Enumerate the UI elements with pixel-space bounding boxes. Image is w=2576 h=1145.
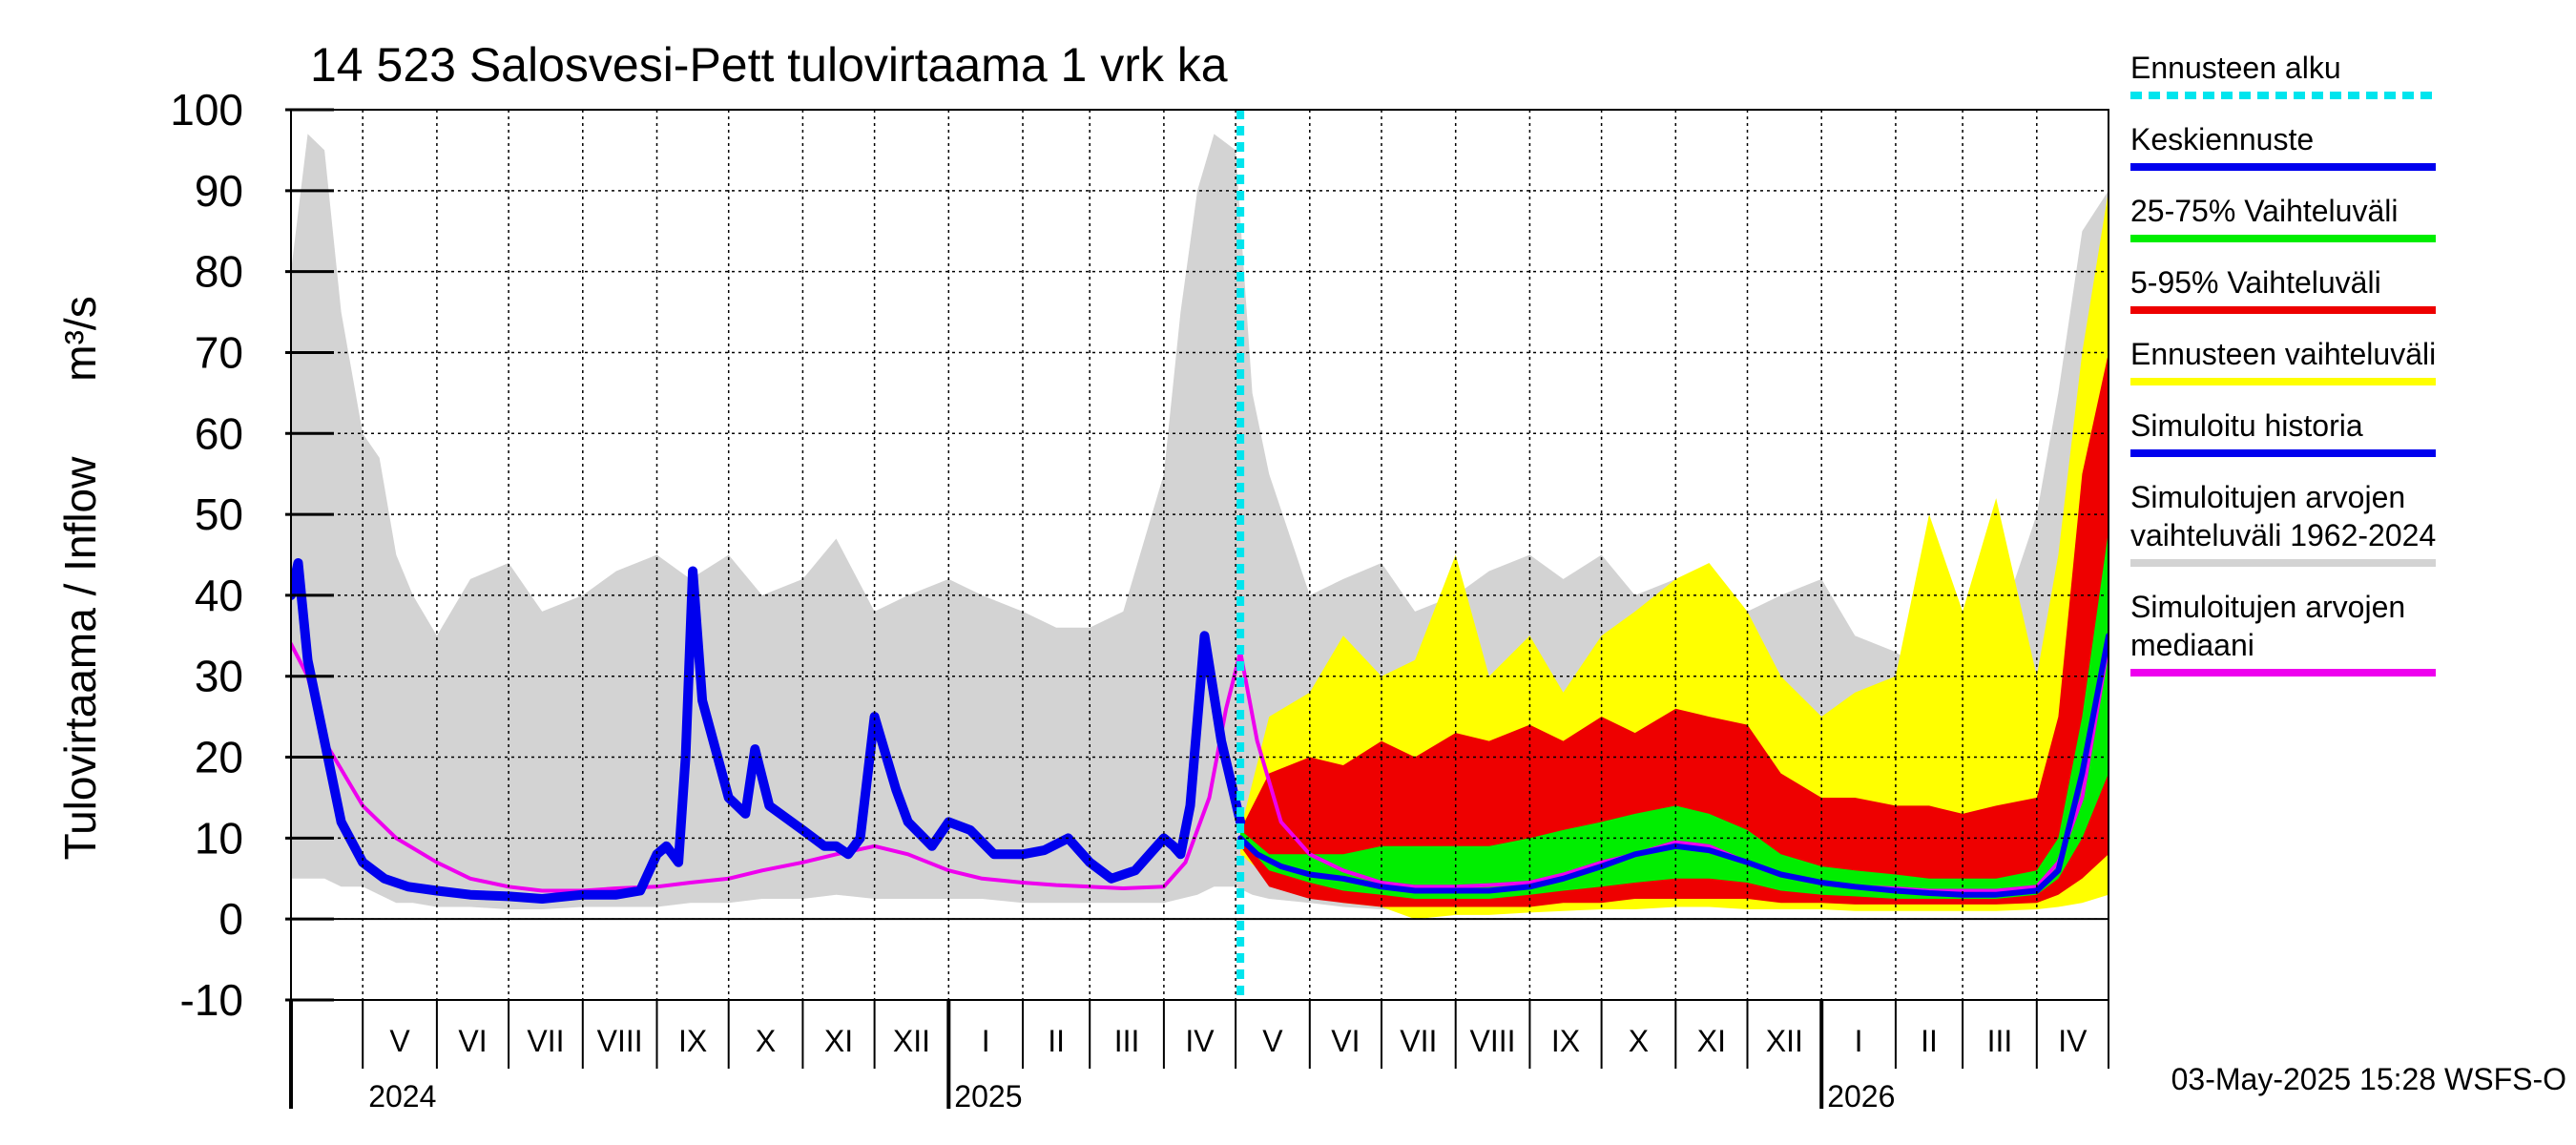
y-tick-label: 30 [195, 652, 243, 701]
band-5-95-vaihteluv-li [1240, 352, 2109, 907]
month-label: VII [1400, 1024, 1437, 1058]
y-tick-label: 60 [195, 408, 243, 458]
line-simuloitu-historia [291, 558, 1246, 904]
month-label: VIII [1470, 1024, 1516, 1058]
year-label: 2026 [1827, 1079, 1895, 1114]
month-label: IX [678, 1024, 707, 1058]
y-tick-label: 100 [170, 85, 243, 135]
month-label: III [1987, 1024, 2013, 1058]
month-label: VIII [597, 1024, 643, 1058]
legend-label: vaihteluväli 1962-2024 [2130, 518, 2436, 552]
y-tick-label: 20 [195, 733, 243, 782]
month-label: II [1921, 1024, 1938, 1058]
y-tick-label: 90 [195, 166, 243, 216]
y-tick-label: 10 [195, 813, 243, 863]
month-label: XII [1766, 1024, 1803, 1058]
month-label: V [1262, 1024, 1283, 1058]
grid-lines [291, 110, 2109, 1000]
month-label: X [756, 1024, 776, 1058]
month-label: IV [1185, 1024, 1215, 1058]
month-label: VI [458, 1024, 487, 1058]
legend: Ennusteen alku Keskiennuste 25-75% Vaihtel… [2130, 51, 2436, 677]
month-label: I [1855, 1024, 1863, 1058]
year-label: 2025 [954, 1079, 1022, 1114]
plot-area [291, 134, 2109, 920]
month-label: XI [824, 1024, 853, 1058]
month-label: III [1114, 1024, 1140, 1058]
y-tick-label: 70 [195, 327, 243, 377]
y-tick-label: 50 [195, 489, 243, 539]
legend-label: Ennusteen vaihteluväli [2130, 337, 2436, 371]
y-axis-unit: m³/s [55, 296, 105, 381]
legend-label: mediaani [2130, 628, 2254, 662]
y-tick-label: 80 [195, 247, 243, 297]
y-tick-label: -10 [180, 975, 243, 1025]
month-label: VI [1331, 1024, 1360, 1058]
month-label: IV [2058, 1024, 2088, 1058]
y-tick-label: 0 [218, 894, 243, 944]
legend-label: Simuloitujen arvojen [2130, 590, 2405, 624]
month-label: X [1629, 1024, 1649, 1058]
month-label: XI [1697, 1024, 1726, 1058]
month-label: I [982, 1024, 990, 1058]
legend-label: Ennusteen alku [2130, 51, 2341, 85]
legend-label: Simuloitu historia [2130, 408, 2363, 443]
month-label: VII [527, 1024, 564, 1058]
legend-label: Simuloitujen arvojen [2130, 480, 2405, 514]
plot-frame [290, 109, 2109, 1001]
y-axis-label: Tulovirtaama / Inflow [55, 456, 105, 860]
legend-label: 25-75% Vaihteluväli [2130, 194, 2398, 228]
legend-label: Keskiennuste [2130, 122, 2314, 156]
footer-timestamp: 03-May-2025 15:28 WSFS-O [2171, 1062, 2566, 1096]
legend-label: 5-95% Vaihteluväli [2130, 265, 2381, 300]
month-label: II [1048, 1024, 1065, 1058]
y-tick-label: 40 [195, 571, 243, 620]
month-label: XII [893, 1024, 930, 1058]
chart-title: 14 523 Salosvesi-Pett tulovirtaama 1 vrk… [310, 38, 1228, 92]
month-label: IX [1551, 1024, 1580, 1058]
year-label: 2024 [368, 1079, 436, 1114]
month-label: V [389, 1024, 410, 1058]
